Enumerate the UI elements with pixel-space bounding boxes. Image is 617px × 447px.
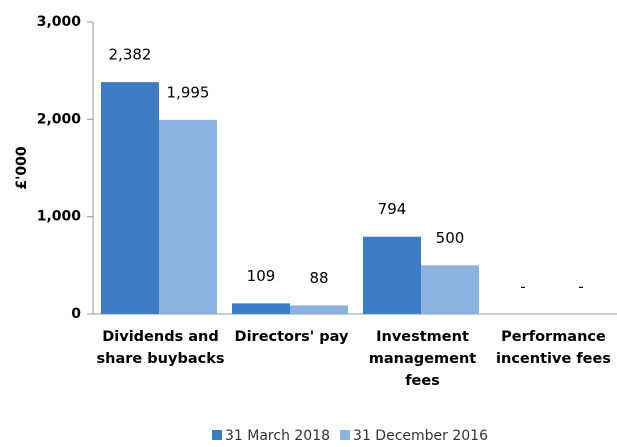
y-tick-label: 3,000: [37, 14, 82, 30]
legend-label: 31 December 2016: [353, 428, 488, 444]
x-tick-label: Dividends and share buybacks: [96, 329, 225, 367]
bar: [290, 305, 348, 314]
data-label: 500: [436, 229, 465, 247]
data-label: -: [578, 278, 583, 296]
y-axis-label: £'000: [14, 146, 30, 190]
y-tick-label: 0: [71, 306, 81, 322]
x-tick-label: Investment management fees: [368, 329, 477, 389]
x-tick-label: Directors' pay: [234, 329, 349, 345]
legend-swatch: [212, 430, 222, 440]
data-label: -: [520, 278, 525, 296]
bar: [363, 236, 421, 314]
legend-swatch: [340, 430, 351, 440]
bar: [232, 303, 290, 314]
x-tick-label: Performance incentive fees: [496, 329, 611, 367]
data-label: 88: [309, 269, 328, 287]
y-tick-label: 2,000: [37, 111, 82, 127]
data-label: 794: [378, 200, 407, 218]
y-tick-label: 1,000: [37, 209, 82, 225]
bar: [101, 82, 159, 314]
bar: [421, 265, 479, 314]
bar: [159, 119, 217, 314]
legend-label: 31 March 2018: [225, 428, 330, 444]
data-label: 109: [247, 267, 276, 285]
data-label: 1,995: [167, 83, 210, 101]
data-label: 2,382: [109, 46, 152, 64]
